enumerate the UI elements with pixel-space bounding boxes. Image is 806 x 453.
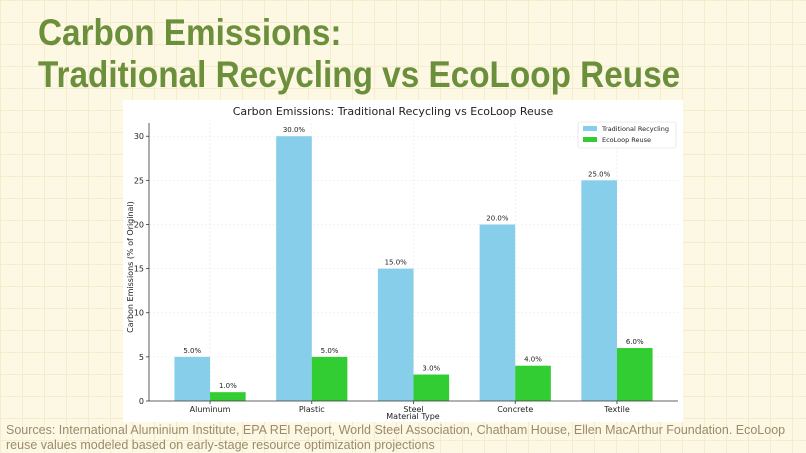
bar-ecoloop-reuse <box>616 348 653 401</box>
x-tick-label: Aluminum <box>190 405 231 414</box>
data-label: 6.0% <box>626 338 644 346</box>
bar-traditional-recycling <box>581 180 617 401</box>
bar-traditional-recycling <box>377 268 414 401</box>
bar-traditional-recycling <box>479 224 516 401</box>
bar-ecoloop-reuse <box>311 356 348 401</box>
x-tick-label: Textile <box>603 405 630 414</box>
y-tick-label: 15 <box>134 265 144 274</box>
legend-entry: Traditional Recycling <box>601 125 669 133</box>
legend-swatch <box>583 137 597 142</box>
y-tick-label: 20 <box>134 220 144 229</box>
bar-traditional-recycling <box>174 356 211 401</box>
data-label: 5.0% <box>183 347 201 355</box>
slide-title: Carbon Emissions: Traditional Recycling … <box>38 12 751 96</box>
x-tick-label: Concrete <box>497 405 533 414</box>
x-tick-label: Steel <box>403 405 423 414</box>
data-label: 4.0% <box>524 356 542 364</box>
chart-svg: Carbon Emissions: Traditional Recycling … <box>126 105 678 421</box>
chart-title: Carbon Emissions: Traditional Recycling … <box>233 105 554 118</box>
bar-ecoloop-reuse <box>210 392 246 401</box>
data-label: 5.0% <box>321 347 339 355</box>
data-label: 25.0% <box>588 170 611 178</box>
y-tick-label: 0 <box>139 397 144 406</box>
data-label: 1.0% <box>219 382 237 390</box>
y-tick-label: 30 <box>134 132 144 141</box>
legend <box>577 121 677 149</box>
slide-title-line1: Carbon Emissions: <box>38 12 342 53</box>
legend-swatch <box>583 126 597 131</box>
y-axis-label: Carbon Emissions (% of Original) <box>126 201 135 333</box>
data-label: 15.0% <box>385 259 408 267</box>
legend-entry: EcoLoop Reuse <box>602 136 651 144</box>
data-label: 3.0% <box>422 365 440 373</box>
x-tick-label: Plastic <box>299 405 325 414</box>
x-axis-label: Material Type <box>386 412 439 421</box>
bar-traditional-recycling <box>276 136 312 401</box>
data-label: 20.0% <box>486 214 509 222</box>
chart: Carbon Emissions: Traditional Recycling … <box>123 100 683 422</box>
sources-note: Sources: International Aluminium Institu… <box>6 423 786 452</box>
data-label: 30.0% <box>283 126 306 134</box>
y-tick-label: 5 <box>139 353 144 362</box>
bar-ecoloop-reuse <box>413 374 450 401</box>
y-tick-label: 10 <box>134 309 144 318</box>
y-tick-label: 25 <box>134 176 144 185</box>
slide-title-line2: Traditional Recycling vs EcoLoop Reuse <box>38 54 681 95</box>
bar-ecoloop-reuse <box>515 365 551 401</box>
